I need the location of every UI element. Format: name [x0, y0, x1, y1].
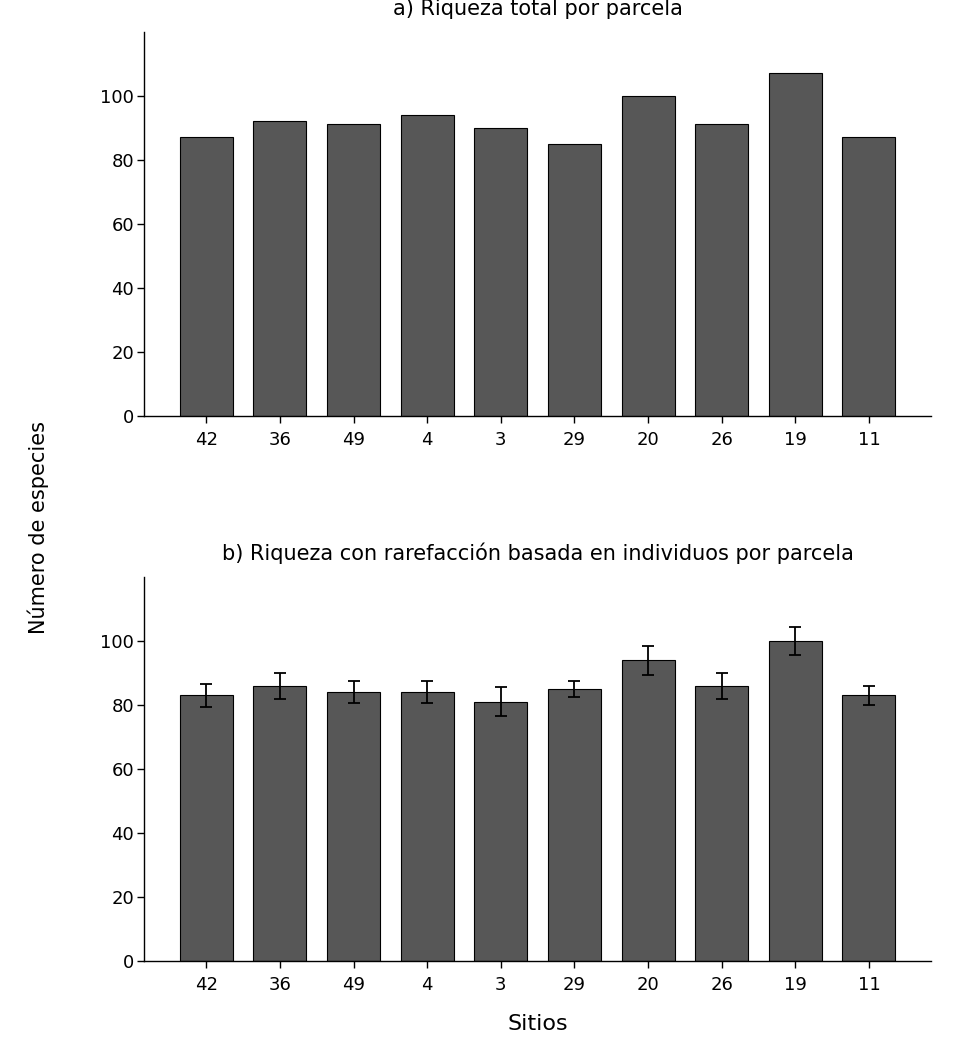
Bar	[253, 685, 306, 961]
Bar	[769, 641, 822, 961]
Bar	[474, 128, 527, 416]
Title: a) Riqueza total por parcela: a) Riqueza total por parcela	[393, 0, 683, 19]
Bar	[548, 689, 601, 961]
Bar	[843, 137, 896, 416]
Bar	[548, 144, 601, 416]
Title: b) Riqueza con rarefacción basada en individuos por parcela: b) Riqueza con rarefacción basada en ind…	[222, 543, 853, 564]
Bar	[327, 125, 380, 416]
Bar	[843, 695, 896, 961]
Bar	[474, 702, 527, 961]
Bar	[695, 685, 748, 961]
Bar	[253, 121, 306, 416]
Bar	[327, 692, 380, 961]
X-axis label: Sitios: Sitios	[507, 1014, 568, 1034]
Text: Número de especies: Número de especies	[28, 421, 49, 635]
Bar	[400, 115, 454, 416]
Bar	[621, 96, 675, 416]
Bar	[621, 660, 675, 961]
Bar	[769, 73, 822, 416]
Bar	[180, 695, 232, 961]
Bar	[695, 125, 748, 416]
Bar	[400, 692, 454, 961]
Bar	[180, 137, 232, 416]
